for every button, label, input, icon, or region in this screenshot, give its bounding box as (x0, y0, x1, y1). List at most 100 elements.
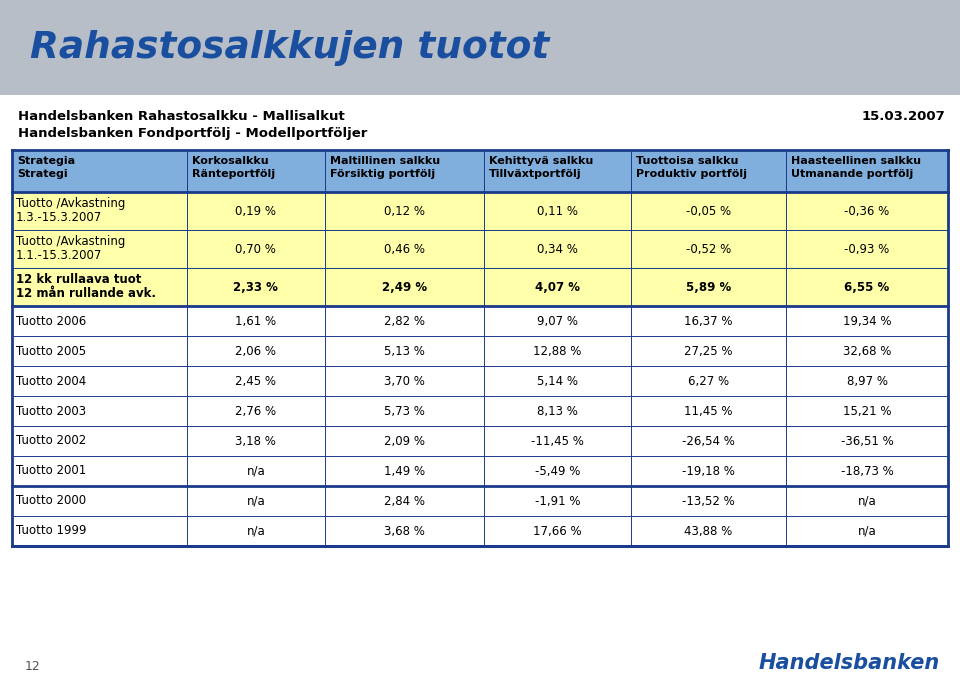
Text: Tuotto 2000: Tuotto 2000 (16, 495, 86, 507)
Text: Strategia: Strategia (17, 156, 75, 166)
Text: Tuottoisa salkku: Tuottoisa salkku (636, 156, 738, 166)
Text: -5,49 %: -5,49 % (535, 464, 581, 477)
Text: 12 kk rullaava tuot: 12 kk rullaava tuot (16, 273, 141, 286)
Text: Tillväxtportfölj: Tillväxtportfölj (490, 169, 582, 179)
Bar (12, 396, 948, 426)
Text: 12: 12 (25, 660, 40, 673)
Text: 6,27 %: 6,27 % (688, 375, 729, 388)
Bar (12, 456, 948, 486)
Text: -11,45 %: -11,45 % (531, 435, 584, 448)
Text: Tuotto 2001: Tuotto 2001 (16, 464, 86, 477)
Bar (12, 306, 948, 336)
Text: -0,52 %: -0,52 % (685, 243, 732, 256)
Text: Försiktig portfölj: Försiktig portfölj (329, 169, 435, 179)
Text: n/a: n/a (247, 524, 265, 538)
Text: Tuotto 1999: Tuotto 1999 (16, 524, 86, 538)
Text: 5,89 %: 5,89 % (685, 281, 732, 294)
Text: -1,91 %: -1,91 % (535, 495, 581, 507)
Bar (12, 366, 948, 396)
Text: 0,11 %: 0,11 % (538, 205, 578, 218)
Text: Tuotto /Avkastning: Tuotto /Avkastning (16, 235, 126, 248)
Text: 27,25 %: 27,25 % (684, 345, 732, 357)
Text: Tuotto 2005: Tuotto 2005 (16, 345, 86, 357)
Text: 1,61 %: 1,61 % (235, 314, 276, 328)
Text: 2,09 %: 2,09 % (384, 435, 425, 448)
Text: 12 mån rullande avk.: 12 mån rullande avk. (16, 287, 156, 300)
Text: 9,07 %: 9,07 % (538, 314, 578, 328)
Text: -19,18 %: -19,18 % (683, 464, 735, 477)
Text: 5,13 %: 5,13 % (384, 345, 425, 357)
Text: 2,06 %: 2,06 % (235, 345, 276, 357)
Text: Maltillinen salkku: Maltillinen salkku (329, 156, 440, 166)
Text: 15,21 %: 15,21 % (843, 404, 891, 417)
Text: Strategi: Strategi (17, 169, 67, 179)
Text: Tuotto 2004: Tuotto 2004 (16, 375, 86, 388)
Text: Korkosalkku: Korkosalkku (192, 156, 269, 166)
Text: 32,68 %: 32,68 % (843, 345, 891, 357)
Text: 2,45 %: 2,45 % (235, 375, 276, 388)
Text: n/a: n/a (247, 495, 265, 507)
Bar (12, 336, 948, 366)
Text: 3,68 %: 3,68 % (384, 524, 425, 538)
Text: 17,66 %: 17,66 % (534, 524, 582, 538)
Text: 3,18 %: 3,18 % (235, 435, 276, 448)
Text: Ränteportfölj: Ränteportfölj (192, 169, 276, 179)
Text: Handelsbanken Fondportfölj - Modellportföljer: Handelsbanken Fondportfölj - Modellportf… (18, 127, 368, 140)
Text: 5,14 %: 5,14 % (538, 375, 578, 388)
Text: 0,34 %: 0,34 % (538, 243, 578, 256)
Bar (12, 486, 948, 516)
Text: -36,51 %: -36,51 % (841, 435, 894, 448)
Text: Tuotto 2002: Tuotto 2002 (16, 435, 86, 448)
Text: 3,70 %: 3,70 % (384, 375, 425, 388)
Text: 43,88 %: 43,88 % (684, 524, 732, 538)
Text: 15.03.2007: 15.03.2007 (861, 110, 945, 123)
Text: 5,73 %: 5,73 % (384, 404, 425, 417)
Text: 8,13 %: 8,13 % (538, 404, 578, 417)
Text: Kehittyvä salkku: Kehittyvä salkku (490, 156, 593, 166)
Text: Handelsbanken: Handelsbanken (758, 653, 940, 673)
Text: Rahastosalkkujen tuotot: Rahastosalkkujen tuotot (30, 30, 549, 66)
Text: -0,05 %: -0,05 % (686, 205, 732, 218)
Text: 2,76 %: 2,76 % (235, 404, 276, 417)
Text: -26,54 %: -26,54 % (683, 435, 735, 448)
Text: -13,52 %: -13,52 % (683, 495, 735, 507)
Text: Produktiv portfölj: Produktiv portfölj (636, 169, 747, 179)
Bar (12, 268, 948, 306)
Text: 0,19 %: 0,19 % (235, 205, 276, 218)
Text: Tuotto /Avkastning: Tuotto /Avkastning (16, 197, 126, 210)
Text: 19,34 %: 19,34 % (843, 314, 891, 328)
Bar (12, 230, 948, 268)
Text: 1.3.-15.3.2007: 1.3.-15.3.2007 (16, 211, 103, 224)
Text: 0,12 %: 0,12 % (384, 205, 425, 218)
Text: Handelsbanken Rahastosalkku - Mallisalkut: Handelsbanken Rahastosalkku - Mallisalku… (18, 110, 345, 123)
Text: Utmanande portfölj: Utmanande portfölj (791, 169, 913, 179)
Text: 0,46 %: 0,46 % (384, 243, 425, 256)
Text: 2,84 %: 2,84 % (384, 495, 425, 507)
Bar (12, 150, 948, 192)
Text: 6,55 %: 6,55 % (845, 281, 890, 294)
Text: -0,93 %: -0,93 % (845, 243, 890, 256)
Text: n/a: n/a (857, 524, 876, 538)
Text: 1.1.-15.3.2007: 1.1.-15.3.2007 (16, 249, 103, 262)
Bar (12, 516, 948, 546)
Text: Haasteellinen salkku: Haasteellinen salkku (791, 156, 922, 166)
Text: Tuotto 2003: Tuotto 2003 (16, 404, 86, 417)
Text: 4,07 %: 4,07 % (535, 281, 580, 294)
Text: -0,36 %: -0,36 % (845, 205, 890, 218)
Text: 2,49 %: 2,49 % (382, 281, 427, 294)
Text: -18,73 %: -18,73 % (841, 464, 894, 477)
Text: 2,33 %: 2,33 % (233, 281, 278, 294)
Text: 11,45 %: 11,45 % (684, 404, 732, 417)
Text: 1,49 %: 1,49 % (384, 464, 425, 477)
Text: n/a: n/a (247, 464, 265, 477)
Text: 8,97 %: 8,97 % (847, 375, 888, 388)
Text: Tuotto 2006: Tuotto 2006 (16, 314, 86, 328)
Text: 2,82 %: 2,82 % (384, 314, 425, 328)
Text: 12,88 %: 12,88 % (534, 345, 582, 357)
Text: 0,70 %: 0,70 % (235, 243, 276, 256)
Bar (0, 0, 960, 95)
Bar (12, 192, 948, 230)
Text: n/a: n/a (857, 495, 876, 507)
Bar (12, 426, 948, 456)
Text: 16,37 %: 16,37 % (684, 314, 732, 328)
